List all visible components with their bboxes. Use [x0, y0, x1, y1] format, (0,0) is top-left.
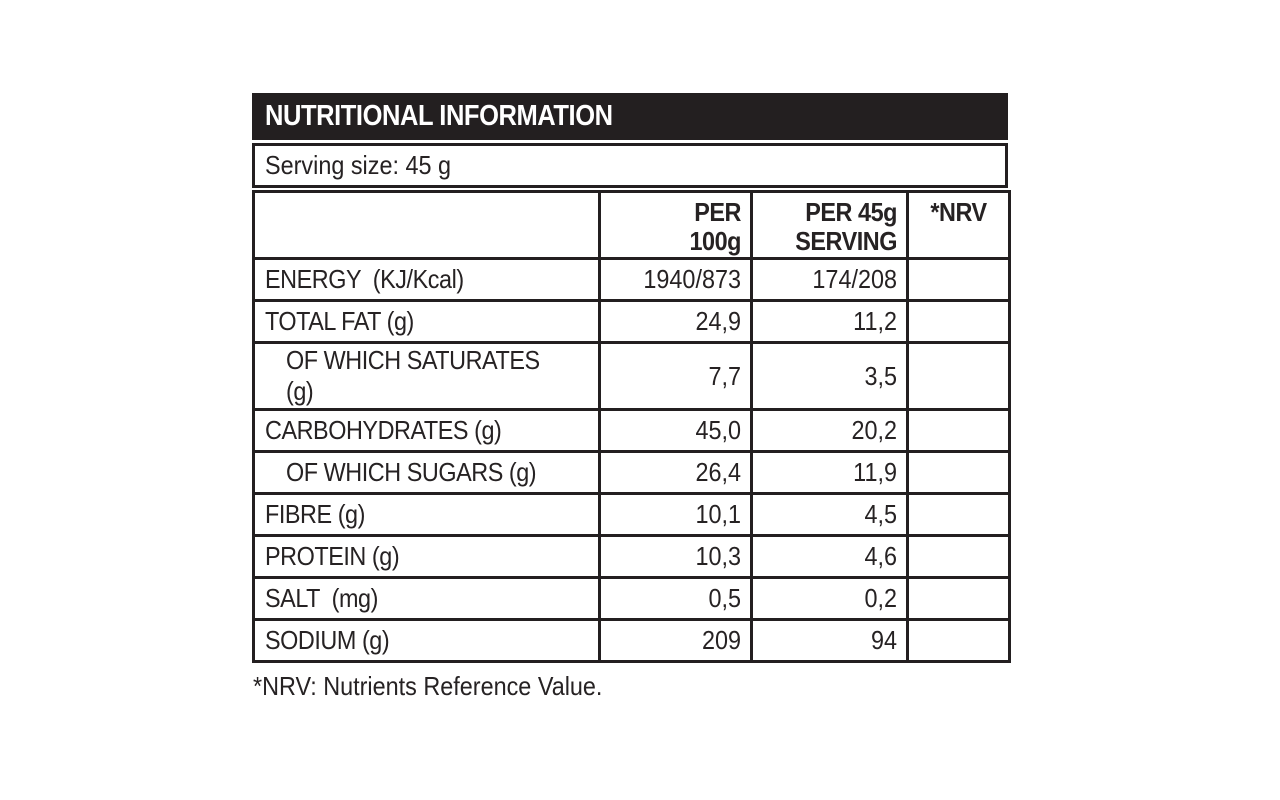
nrv-value: [906, 257, 1011, 302]
nutrient-label: SODIUM (g): [252, 618, 601, 663]
serving-size-row: Serving size: 45 g: [252, 143, 1008, 188]
nutrient-label: OF WHICH SATURATES (g): [252, 341, 601, 411]
serving-size-text: Serving size: 45 g: [265, 150, 452, 180]
column-header-nrv: *NRV: [906, 190, 1011, 260]
nrv-value: [906, 450, 1011, 495]
nutrient-row-salt: SALT (mg) 0,5 0,2: [252, 576, 1011, 621]
nrv-value: [906, 341, 1011, 411]
per-100g-value: 24,9: [598, 299, 753, 344]
empty-header-cell: [252, 190, 601, 260]
per-serving-value: 174/208: [750, 257, 909, 302]
nutrition-table: PER 100g PER 45g SERVING *NRV ENERGY (KJ…: [252, 190, 1011, 663]
nutrient-row-total-fat: TOTAL FAT (g) 24,9 11,2: [252, 299, 1011, 344]
nrv-footnote-text: *NRV: Nutrients Reference Value.: [253, 671, 603, 701]
column-header-text: 100g: [689, 226, 741, 256]
column-header-text: SERVING: [795, 226, 897, 256]
column-header-row: PER 100g PER 45g SERVING *NRV: [252, 190, 1011, 260]
per-100g-value: 26,4: [598, 450, 753, 495]
per-serving-value: 4,5: [750, 492, 909, 537]
nrv-value: [906, 408, 1011, 453]
column-header-text: PER: [694, 197, 741, 227]
nrv-value: [906, 576, 1011, 621]
per-100g-value: 45,0: [598, 408, 753, 453]
nutrient-label: SALT (mg): [252, 576, 601, 621]
nutrient-label: PROTEIN (g): [252, 534, 601, 579]
nutrient-row-energy: ENERGY (KJ/Kcal) 1940/873 174/208: [252, 257, 1011, 302]
title-bar: NUTRITIONAL INFORMATION: [252, 93, 1008, 140]
per-100g-value: 7,7: [598, 341, 753, 411]
column-header-per-100g: PER 100g: [598, 190, 753, 260]
nrv-value: [906, 492, 1011, 537]
per-serving-value: 11,2: [750, 299, 909, 344]
nrv-value: [906, 299, 1011, 344]
nutrient-label: ENERGY (KJ/Kcal): [252, 257, 601, 302]
per-100g-value: 1940/873: [598, 257, 753, 302]
label-title: NUTRITIONAL INFORMATION: [265, 100, 613, 132]
nutrient-row-carbohydrates: CARBOHYDRATES (g) 45,0 20,2: [252, 408, 1011, 453]
per-100g-value: 10,3: [598, 534, 753, 579]
per-100g-value: 209: [598, 618, 753, 663]
nutrition-label: NUTRITIONAL INFORMATION Serving size: 45…: [252, 93, 1011, 702]
per-serving-value: 94: [750, 618, 909, 663]
per-serving-value: 4,6: [750, 534, 909, 579]
nutrient-row-saturates: OF WHICH SATURATES (g) 7,7 3,5: [252, 341, 1011, 411]
column-header-text: *NRV: [930, 197, 987, 227]
per-serving-value: 11,9: [750, 450, 909, 495]
nrv-footnote: *NRV: Nutrients Reference Value.: [252, 671, 1008, 702]
column-header-text: PER 45g: [805, 197, 897, 227]
per-serving-value: 0,2: [750, 576, 909, 621]
column-header-per-45g-serving: PER 45g SERVING: [750, 190, 909, 260]
per-100g-value: 0,5: [598, 576, 753, 621]
nutrient-label: OF WHICH SUGARS (g): [252, 450, 601, 495]
nrv-value: [906, 534, 1011, 579]
per-serving-value: 3,5: [750, 341, 909, 411]
nrv-value: [906, 618, 1011, 663]
nutrient-label: TOTAL FAT (g): [252, 299, 601, 344]
nutrient-label: FIBRE (g): [252, 492, 601, 537]
nutrient-label: CARBOHYDRATES (g): [252, 408, 601, 453]
nutrient-row-protein: PROTEIN (g) 10,3 4,6: [252, 534, 1011, 579]
nutrient-row-sodium: SODIUM (g) 209 94: [252, 618, 1011, 663]
per-100g-value: 10,1: [598, 492, 753, 537]
nutrient-row-sugars: OF WHICH SUGARS (g) 26,4 11,9: [252, 450, 1011, 495]
nutrient-row-fibre: FIBRE (g) 10,1 4,5: [252, 492, 1011, 537]
per-serving-value: 20,2: [750, 408, 909, 453]
